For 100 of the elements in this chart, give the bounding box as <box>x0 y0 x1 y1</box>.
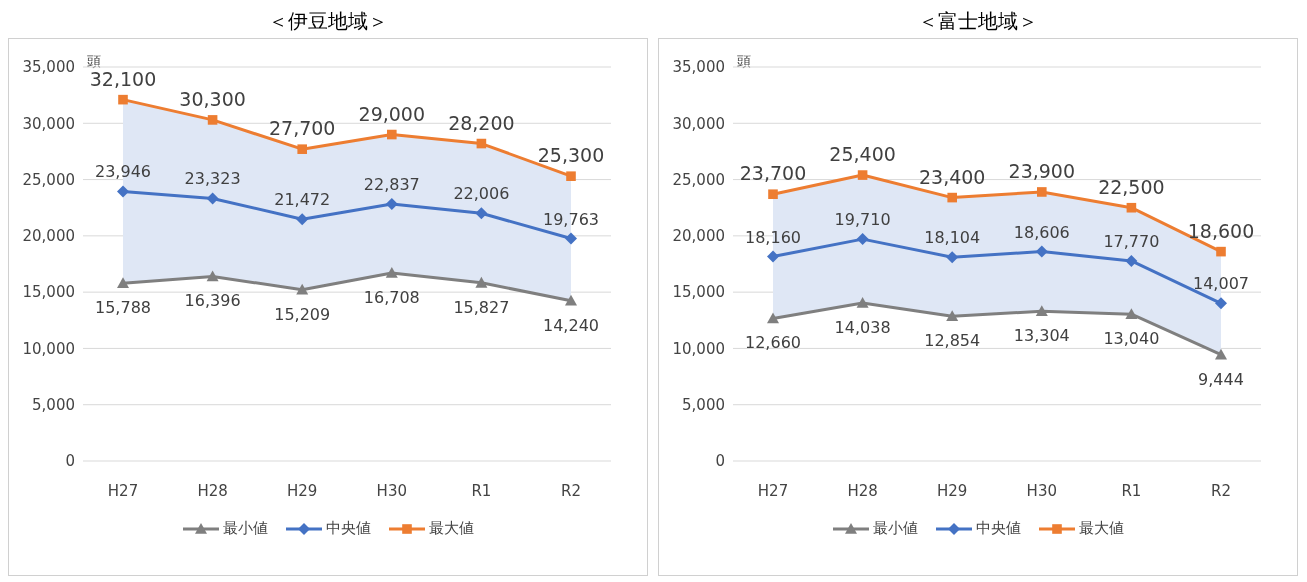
data-label: 9,444 <box>1198 369 1244 389</box>
data-label: 23,700 <box>739 162 807 185</box>
data-label: 25,300 <box>537 144 605 167</box>
point <box>385 197 398 210</box>
data-label: 29,000 <box>358 102 426 125</box>
data-label: 15,788 <box>95 298 151 318</box>
point <box>1037 187 1047 197</box>
y-tick-label: 35,000 <box>22 58 75 77</box>
data-label: 28,200 <box>448 111 515 134</box>
data-label: 18,104 <box>924 228 981 248</box>
y-tick-label: 10,000 <box>672 339 725 358</box>
y-tick-label: 25,000 <box>672 170 725 189</box>
data-label: 14,240 <box>543 315 599 335</box>
data-label: 22,006 <box>453 184 510 204</box>
y-tick-label: 30,000 <box>22 114 75 133</box>
point <box>1126 202 1137 213</box>
point <box>1125 308 1138 320</box>
point <box>117 277 129 289</box>
x-tick-label: R1 <box>1121 481 1142 500</box>
legend-label: 最大値 <box>1078 519 1124 538</box>
x-tick-label: H27 <box>107 481 139 500</box>
point <box>565 232 577 245</box>
point <box>297 144 307 154</box>
x-tick-label: R1 <box>471 481 492 500</box>
data-label: 16,396 <box>184 291 241 311</box>
point <box>206 270 219 282</box>
data-label: 12,854 <box>924 331 981 351</box>
point <box>1035 245 1048 258</box>
y-tick-label: 0 <box>65 452 75 471</box>
point <box>947 192 957 203</box>
x-tick-label: H29 <box>937 481 968 500</box>
y-tick-label: 5,000 <box>32 396 75 415</box>
data-label: 30,300 <box>179 87 246 110</box>
point <box>767 250 779 263</box>
y-tick-label: 30,000 <box>672 114 725 133</box>
data-label: 23,946 <box>95 162 151 182</box>
data-label: 15,209 <box>274 304 331 324</box>
x-tick-label: R2 <box>561 481 581 500</box>
data-label: 19,763 <box>543 209 599 229</box>
y-tick-label: 5,000 <box>682 396 725 415</box>
point <box>857 170 868 180</box>
point <box>296 213 309 226</box>
point <box>767 312 779 324</box>
data-label: 19,710 <box>834 210 891 230</box>
data-label: 22,500 <box>1098 175 1165 198</box>
point <box>475 276 488 288</box>
legend-label: 最大値 <box>428 519 474 538</box>
data-label: 13,304 <box>1013 326 1070 346</box>
data-label: 17,770 <box>1103 231 1160 251</box>
data-label: 22,837 <box>363 174 420 194</box>
chart-title: ＜富士地域＞ <box>917 8 1039 35</box>
data-label: 27,700 <box>268 117 336 140</box>
point <box>475 207 488 220</box>
legend-label: 中央値 <box>975 519 1021 538</box>
y-tick-label: 15,000 <box>672 283 725 302</box>
y-tick-label: 10,000 <box>22 339 75 358</box>
x-tick-label: H28 <box>847 481 878 500</box>
y-tick-label: 35,000 <box>672 58 725 77</box>
x-tick-label: H29 <box>287 481 318 500</box>
y-tick-label: 25,000 <box>22 170 75 189</box>
point <box>566 171 576 181</box>
point <box>387 129 397 140</box>
point <box>117 185 129 198</box>
data-label: 18,160 <box>745 227 801 247</box>
data-label: 16,708 <box>363 287 420 307</box>
data-label: 23,400 <box>918 165 986 188</box>
x-tick-label: H30 <box>376 481 407 500</box>
point <box>385 266 398 278</box>
y-axis-title: 頭 <box>737 53 751 71</box>
data-label: 12,660 <box>745 333 801 353</box>
data-label: 15,827 <box>453 297 510 317</box>
point <box>1035 305 1048 317</box>
chart-title: ＜伊豆地域＞ <box>267 8 389 35</box>
point <box>946 251 959 264</box>
x-tick-label: H27 <box>757 481 789 500</box>
y-tick-label: 20,000 <box>672 227 725 246</box>
y-tick-label: 20,000 <box>22 227 75 246</box>
point <box>1215 297 1227 310</box>
legend-label: 最小値 <box>222 519 268 538</box>
point <box>296 283 309 295</box>
data-label: 25,400 <box>829 143 896 166</box>
data-label: 14,007 <box>1193 274 1249 294</box>
point <box>1216 246 1226 257</box>
data-label: 23,900 <box>1008 159 1076 182</box>
data-label: 18,606 <box>1013 222 1070 242</box>
point <box>206 192 219 205</box>
legend-label: 中央値 <box>325 519 371 538</box>
x-tick-label: H30 <box>1026 481 1057 500</box>
data-label: 13,040 <box>1103 329 1160 349</box>
x-tick-label: H28 <box>197 481 228 500</box>
data-label: 21,472 <box>274 190 331 210</box>
data-label: 18,600 <box>1187 219 1255 242</box>
point <box>768 189 778 200</box>
point <box>856 233 869 246</box>
y-tick-label: 15,000 <box>22 283 75 302</box>
point <box>946 310 959 322</box>
point <box>207 115 218 125</box>
point <box>1125 254 1138 267</box>
legend-label: 最小値 <box>872 519 918 538</box>
point <box>856 296 869 308</box>
